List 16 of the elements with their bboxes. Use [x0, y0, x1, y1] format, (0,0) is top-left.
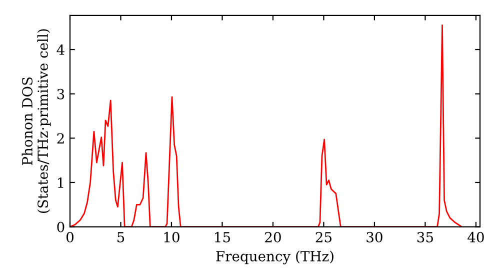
- y-tick-label: 2: [57, 133, 64, 144]
- x-tick-label: 25: [316, 232, 332, 242]
- x-tick-label: 15: [215, 232, 230, 242]
- x-tick-label: 35: [417, 232, 433, 242]
- x-axis-title: Frequency (THz): [216, 250, 334, 264]
- x-tick-label: 5: [118, 232, 124, 242]
- x-tick-label: 10: [164, 232, 180, 242]
- y-tick-label: 4: [56, 44, 64, 55]
- y-axis-title: Phonon DOS (States/THz·primitive cell): [22, 29, 51, 213]
- y-tick-label: 3: [57, 88, 64, 100]
- x-tick-label: 0: [66, 232, 74, 242]
- y-tick-label: 1: [58, 177, 64, 188]
- x-tick-label: 40: [468, 232, 484, 242]
- x-tick-label: 30: [366, 232, 382, 242]
- x-tick-label: 20: [265, 232, 281, 242]
- y-tick-label: 0: [57, 222, 64, 232]
